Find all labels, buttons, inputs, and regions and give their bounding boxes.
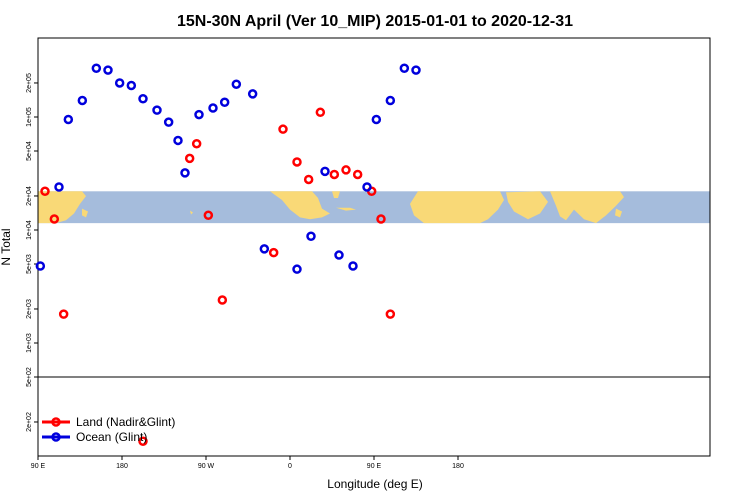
land-point-2 <box>58 309 69 319</box>
ocean-point-10 <box>163 117 174 127</box>
ocean-point-17 <box>247 89 258 99</box>
land-point-3 <box>138 436 148 447</box>
plot-area <box>37 37 711 457</box>
legend-marker-land <box>51 417 61 427</box>
x-axis-label: Longitude (deg E) <box>327 477 422 491</box>
map-land-hawaii <box>190 210 193 215</box>
ocean-point-25 <box>371 114 382 125</box>
ocean-point-28 <box>411 65 421 75</box>
ocean-point-20 <box>306 231 316 242</box>
land-point-18 <box>385 309 396 319</box>
ocean-point-5 <box>103 65 113 75</box>
ocean-point-23 <box>348 261 358 271</box>
land-point-12 <box>315 107 326 118</box>
ocean-point-1 <box>54 182 64 192</box>
land-point-1 <box>49 214 60 224</box>
land-point-14 <box>341 165 351 175</box>
map-strip-15n-30n <box>38 191 710 224</box>
ocean-point-15 <box>219 97 230 108</box>
y-tick-label-0: 2e+02 <box>26 412 33 432</box>
map-land-asia-right <box>550 191 624 224</box>
ocean-point-13 <box>194 109 204 120</box>
ocean-point-0 <box>35 261 46 271</box>
y-tick-label-9: 2e+05 <box>26 73 33 93</box>
ocean-point-21 <box>320 166 330 177</box>
land-point-13 <box>329 169 340 180</box>
land-point-11 <box>303 174 314 185</box>
map-land-taiwan-left <box>82 208 88 218</box>
y-tick-label-2: 1e+03 <box>26 333 33 353</box>
y-tick-label-8: 1e+05 <box>26 107 33 127</box>
ocean-point-24 <box>362 182 372 192</box>
map-land-cuba <box>336 207 356 211</box>
y-tick-label-6: 2e+04 <box>26 186 33 206</box>
land-point-6 <box>203 210 214 221</box>
map-land-asia-left <box>38 191 86 224</box>
y-tick-label-3: 2e+03 <box>26 299 33 319</box>
y-tick-label-1: 5e+02 <box>26 367 33 387</box>
ocean-point-3 <box>77 95 88 106</box>
map-land-africa <box>410 191 504 224</box>
ocean-point-22 <box>334 250 344 260</box>
plot-background <box>38 38 710 456</box>
series-layer <box>35 63 421 447</box>
land-point-10 <box>292 157 302 167</box>
x-tick-label-4: 90 E <box>367 463 382 470</box>
land-point-17 <box>376 214 386 224</box>
x-tick-label-3: 0 <box>288 463 292 470</box>
legend: Land (Nadir&Glint) Ocean (Glint) <box>42 415 175 444</box>
map-land-taiwan-right <box>615 208 622 218</box>
ocean-point-9 <box>152 105 162 115</box>
y-tick-label-5: 1e+04 <box>26 220 33 240</box>
y-tick-label-4: 5e+03 <box>26 254 33 274</box>
land-point-8 <box>268 247 279 258</box>
land-point-7 <box>217 295 228 305</box>
ocean-point-8 <box>138 94 148 104</box>
ocean-point-27 <box>399 63 410 73</box>
legend-label-land: Land (Nadir&Glint) <box>76 415 175 429</box>
y-axis: 2e+02 5e+02 1e+03 2e+03 5e+03 1e+04 2e+04 5e+04… <box>26 73 38 432</box>
ocean-point-6 <box>114 78 125 88</box>
land-point-5 <box>191 138 202 149</box>
land-point-9 <box>278 124 288 134</box>
legend-label-ocean: Ocean (Glint) <box>76 430 147 444</box>
ocean-point-18 <box>259 244 270 254</box>
x-tick-label-0: 90 E <box>31 463 46 470</box>
x-tick-label-5: 180 <box>452 463 464 470</box>
y-tick-label-7: 5e+04 <box>26 141 33 161</box>
series-land <box>40 107 396 447</box>
land-point-4 <box>184 153 195 164</box>
ocean-point-2 <box>63 114 74 125</box>
map-land-florida <box>332 191 340 199</box>
ocean-point-7 <box>126 80 137 91</box>
ocean-point-26 <box>385 95 396 106</box>
map-land-arabia <box>506 191 548 220</box>
x-tick-label-1: 180 <box>116 463 128 470</box>
legend-marker-ocean <box>51 432 61 442</box>
ocean-point-19 <box>292 264 302 274</box>
x-axis: 90 E 180 90 W 0 90 E 180 <box>31 456 464 470</box>
series-ocean <box>35 63 421 274</box>
ocean-point-12 <box>180 168 190 178</box>
land-point-0 <box>40 186 50 197</box>
ocean-point-11 <box>173 135 183 146</box>
y-axis-label: N Total <box>0 228 13 265</box>
land-point-15 <box>352 169 363 180</box>
chart-title: 15N-30N April (Ver 10_MIP) 2015-01-01 to… <box>177 13 573 30</box>
ocean-point-16 <box>231 79 242 89</box>
ocean-point-4 <box>91 63 102 73</box>
ocean-point-14 <box>208 103 218 113</box>
map-land-mexico <box>270 191 330 220</box>
x-tick-label-2: 90 W <box>198 463 215 470</box>
